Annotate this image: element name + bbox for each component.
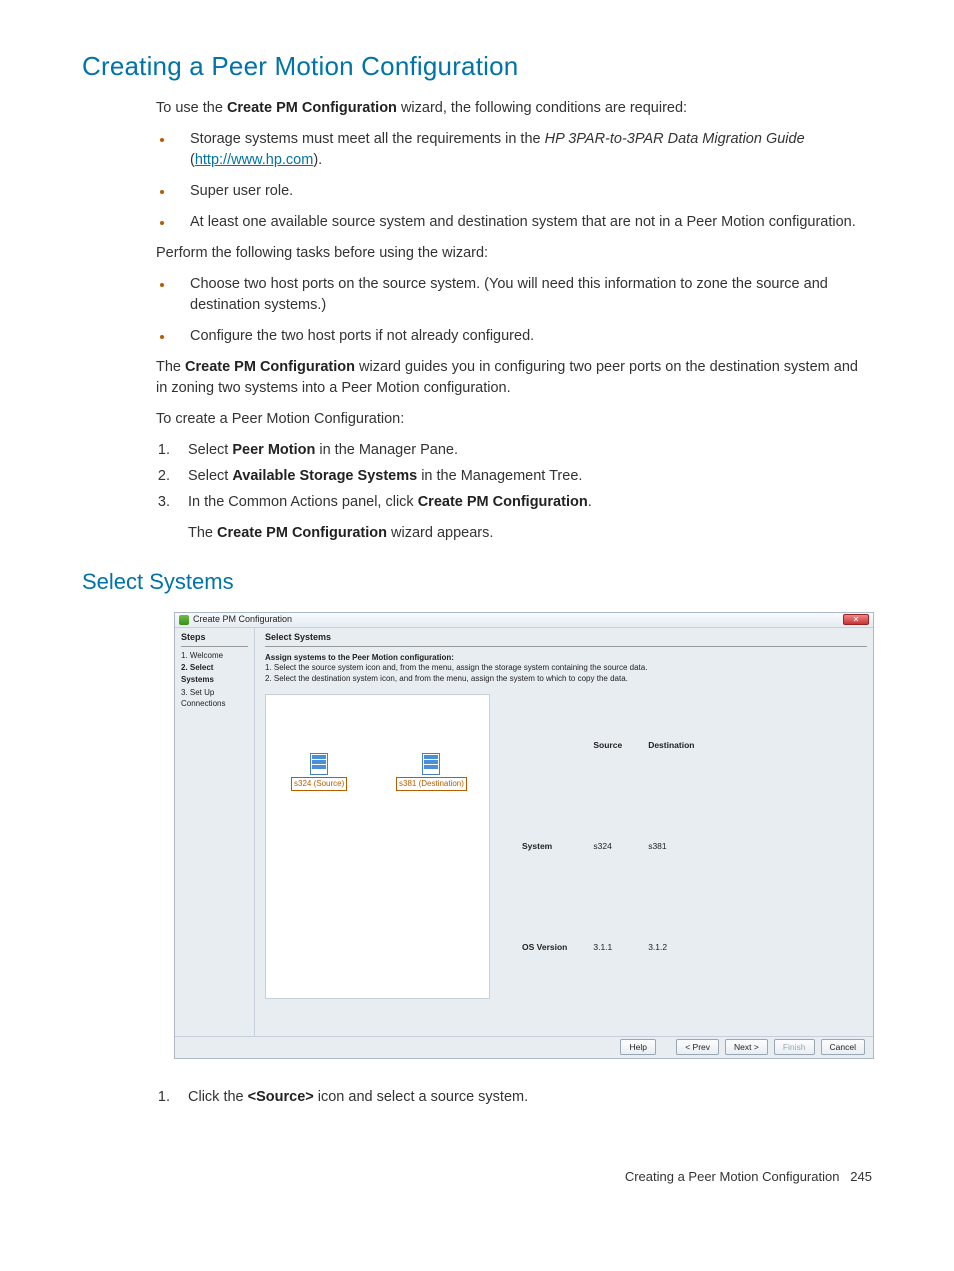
step-item: Click the <Source> icon and select a sou… [174, 1087, 872, 1108]
create-intro: To create a Peer Motion Configuration: [156, 409, 872, 430]
wd-pre: The [156, 359, 185, 375]
section-select-systems: Select Systems [82, 566, 872, 598]
wizard-panel-title: Select Systems [265, 631, 867, 647]
wizard-desc: The Create PM Configuration wizard guide… [156, 357, 872, 399]
cell: s381 [648, 797, 718, 896]
instr-line2: 2. Select the destination system icon, a… [265, 674, 628, 683]
step-item: In the Common Actions panel, click Creat… [174, 492, 872, 513]
create-note: The Create PM Configuration wizard appea… [188, 523, 872, 544]
s-post: . [588, 494, 592, 510]
intro-post: wizard, the following conditions are req… [397, 100, 687, 116]
table-row: Source Destination [522, 696, 718, 795]
wizard-titlebar: Create PM Configuration ✕ [175, 613, 873, 628]
destination-label: s381 (Destination) [396, 777, 467, 791]
as-pre: Click the [188, 1089, 248, 1105]
list-item: At least one available source system and… [174, 212, 872, 233]
intro-pre: To use the [156, 100, 227, 116]
wizard-instructions: Assign systems to the Peer Motion config… [265, 653, 867, 684]
wizard-canvas: s324 (Source) s381 (Destination) [265, 694, 490, 999]
s-bold: Available Storage Systems [232, 468, 417, 484]
table-row: System s324 s381 [522, 797, 718, 896]
req-close: ). [313, 152, 322, 168]
finish-button[interactable]: Finish [774, 1039, 815, 1055]
pretasks-intro: Perform the following tasks before using… [156, 243, 872, 264]
prev-button[interactable]: < Prev [676, 1039, 719, 1055]
s-post: in the Management Tree. [417, 468, 582, 484]
requirements-list: Storage systems must meet all the requir… [156, 129, 872, 233]
as-post: icon and select a source system. [314, 1089, 528, 1105]
hp-link[interactable]: http://www.hp.com [195, 152, 313, 168]
help-button[interactable]: Help [620, 1039, 656, 1055]
source-label: s324 (Source) [291, 777, 347, 791]
row-label: OS Version [522, 898, 591, 997]
app-icon [179, 615, 189, 625]
s-bold: Peer Motion [232, 442, 315, 458]
page-footer: Creating a Peer Motion Configuration 245 [82, 1168, 872, 1187]
s-pre: Select [188, 442, 232, 458]
wizard-window: Create PM Configuration ✕ Steps 1. Welco… [174, 612, 874, 1059]
row-label: System [522, 797, 591, 896]
s-bold: Create PM Configuration [418, 494, 588, 510]
wizard-footer: Help < Prev Next > Finish Cancel [175, 1036, 873, 1058]
wizard-main-pane: Select Systems Assign systems to the Pee… [255, 628, 873, 1036]
wizard-info-table: Source Destination System s324 s381 OS V… [520, 694, 720, 999]
step-item: Select Peer Motion in the Manager Pane. [174, 440, 872, 461]
storage-icon [310, 753, 328, 775]
step-item: Select Available Storage Systems in the … [174, 466, 872, 487]
list-item: Storage systems must meet all the requir… [174, 129, 872, 171]
cn-pre: The [188, 525, 217, 541]
instr-line1: 1. Select the source system icon and, fr… [265, 663, 647, 672]
as-bold: <Source> [248, 1089, 314, 1105]
close-icon[interactable]: ✕ [843, 614, 869, 625]
cn-post: wizard appears. [387, 525, 493, 541]
create-steps: Select Peer Motion in the Manager Pane. … [156, 440, 872, 513]
s-post: in the Manager Pane. [315, 442, 458, 458]
s-pre: Select [188, 468, 232, 484]
wd-bold: Create PM Configuration [185, 359, 355, 375]
after-shot-steps: Click the <Source> icon and select a sou… [156, 1087, 872, 1108]
req-italic: HP 3PAR-to-3PAR Data Migration Guide [545, 131, 805, 147]
cell: s324 [593, 797, 646, 896]
col-dest: Destination [648, 696, 718, 795]
cancel-button[interactable]: Cancel [821, 1039, 865, 1055]
intro-bold: Create PM Configuration [227, 100, 397, 116]
wizard-step-2[interactable]: 2. Select Systems [181, 662, 248, 685]
instr-bold: Assign systems to the Peer Motion config… [265, 653, 454, 662]
page-title: Creating a Peer Motion Configuration [82, 48, 872, 86]
wizard-step-1[interactable]: 1. Welcome [181, 650, 248, 662]
wizard-step-3[interactable]: 3. Set Up Connections [181, 687, 248, 710]
cn-bold: Create PM Configuration [217, 525, 387, 541]
source-system-icon[interactable]: s324 (Source) [291, 753, 347, 791]
destination-system-icon[interactable]: s381 (Destination) [396, 753, 467, 791]
req-pre: Storage systems must meet all the requir… [190, 131, 545, 147]
list-item: Configure the two host ports if not alre… [174, 326, 872, 347]
next-button[interactable]: Next > [725, 1039, 768, 1055]
list-item: Choose two host ports on the source syst… [174, 274, 872, 316]
storage-icon [422, 753, 440, 775]
col-blank [522, 696, 591, 795]
footer-label: Creating a Peer Motion Configuration [625, 1169, 840, 1184]
wizard-title: Create PM Configuration [193, 613, 292, 626]
pretasks-list: Choose two host ports on the source syst… [156, 274, 872, 347]
wizard-steps-pane: Steps 1. Welcome 2. Select Systems 3. Se… [175, 628, 255, 1036]
list-item: Super user role. [174, 181, 872, 202]
table-row: OS Version 3.1.1 3.1.2 [522, 898, 718, 997]
footer-page: 245 [850, 1169, 872, 1184]
intro-paragraph: To use the Create PM Configuration wizar… [156, 98, 872, 119]
cell: 3.1.2 [648, 898, 718, 997]
col-source: Source [593, 696, 646, 795]
steps-header: Steps [181, 631, 248, 647]
s-pre: In the Common Actions panel, click [188, 494, 418, 510]
cell: 3.1.1 [593, 898, 646, 997]
